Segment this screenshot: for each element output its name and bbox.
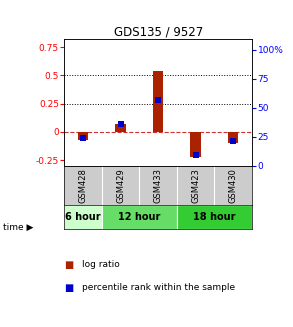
Text: GSM423: GSM423 [191,168,200,203]
Text: 6 hour: 6 hour [65,212,101,222]
Bar [177,205,252,229]
Bar [102,205,177,229]
Text: 12 hour: 12 hour [118,212,161,222]
Text: percentile rank within the sample: percentile rank within the sample [82,283,235,292]
Bar [78,132,88,140]
Text: 18 hour: 18 hour [193,212,236,222]
Point [118,121,123,127]
Title: GDS135 / 9527: GDS135 / 9527 [114,25,203,38]
Text: ■: ■ [64,283,74,293]
Point [81,135,86,141]
Text: log ratio: log ratio [82,260,120,269]
Point [231,139,236,144]
Text: GSM428: GSM428 [79,168,88,203]
Bar [153,71,163,132]
Bar [190,132,201,157]
Text: GSM429: GSM429 [116,168,125,203]
Bar [115,124,126,132]
Bar [64,205,102,229]
Bar [228,132,239,143]
Point [156,97,161,102]
Text: time ▶: time ▶ [3,223,33,232]
Text: GSM433: GSM433 [154,168,163,203]
Point [193,153,198,158]
Text: ■: ■ [64,260,74,270]
Text: GSM430: GSM430 [229,168,238,203]
